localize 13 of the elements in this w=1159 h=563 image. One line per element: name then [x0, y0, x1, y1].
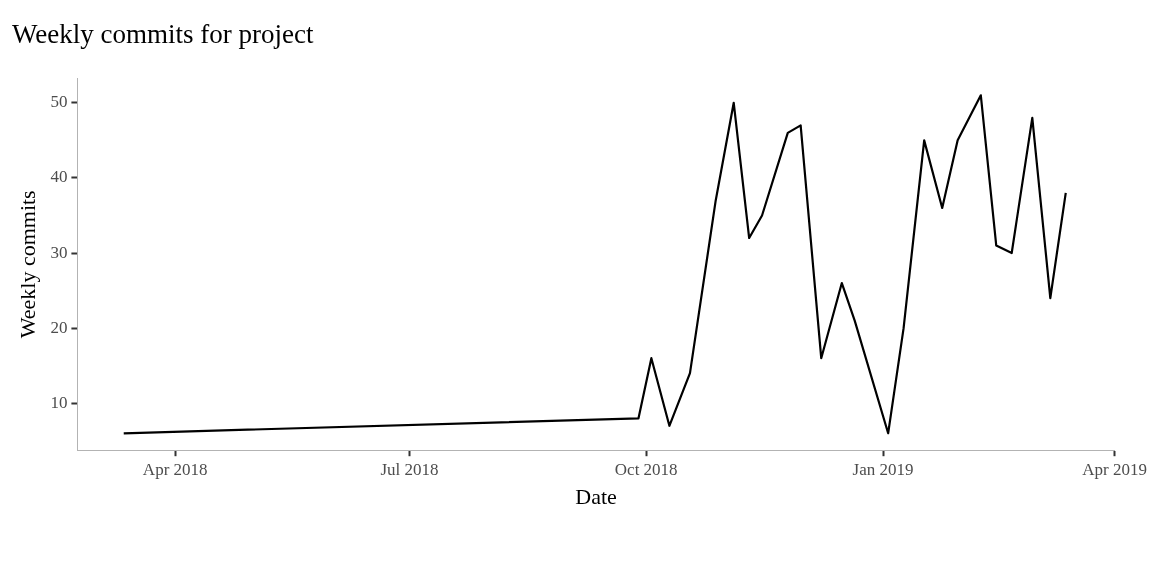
x-tick-label: Apr 2018	[142, 459, 208, 479]
y-tick-label: 50	[50, 92, 68, 112]
y-tick-label: 20	[50, 317, 68, 337]
x-tick-label: Jul 2018	[380, 459, 439, 479]
y-axis-title: Weekly commits	[14, 190, 40, 339]
chart-title: Weekly commits for project	[12, 19, 314, 50]
y-tick-label: 10	[50, 392, 68, 412]
x-axis-title: Date	[575, 483, 617, 509]
x-tick-label: Apr 2019	[1082, 459, 1148, 479]
x-tick-label: Jan 2019	[852, 459, 914, 479]
y-tick-label: 40	[50, 167, 68, 187]
x-tick-label: Oct 2018	[614, 459, 678, 479]
y-tick-label: 30	[50, 242, 68, 262]
